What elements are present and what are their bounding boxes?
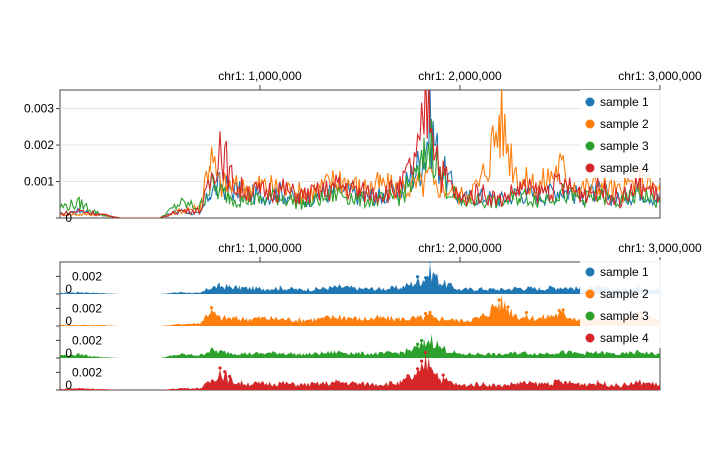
peak-marker: [432, 373, 436, 377]
peak-marker: [223, 370, 227, 374]
peak-marker: [441, 373, 445, 377]
peak-marker: [420, 359, 424, 363]
legend-label: sample 3: [600, 139, 649, 153]
legend-marker: [585, 289, 595, 299]
peak-marker: [492, 306, 496, 310]
peak-marker: [218, 366, 222, 370]
peak-marker: [416, 275, 420, 279]
track-y-tick-label: 0: [65, 282, 72, 296]
legend-box: [580, 260, 662, 348]
legend-label: sample 2: [600, 117, 649, 131]
peak-marker: [424, 276, 428, 280]
legend-marker: [585, 311, 595, 321]
legend-marker: [585, 267, 595, 277]
top-line-panel: 0 0.001 0.002 0.003 chr1: 1,000,000 chr1: 2,…: [24, 69, 702, 225]
peak-marker: [424, 311, 428, 316]
track-y-tick-label: 0: [65, 314, 72, 328]
legend-marker: [585, 119, 595, 129]
series-line-4: [60, 90, 660, 218]
peak-marker: [416, 342, 420, 346]
track-y-tick-label: 0.002: [72, 365, 102, 379]
track-area-4: [60, 353, 660, 390]
top-y-axis: 0 0.001 0.002 0.003: [24, 102, 72, 225]
peak-marker: [428, 366, 432, 371]
x-tick-label: chr1: 3,000,000: [618, 69, 702, 83]
x-tick-label: chr1: 1,000,000: [218, 241, 302, 255]
track-area-2: [60, 294, 660, 326]
legend-label: sample 1: [600, 95, 649, 109]
peak-marker: [406, 374, 410, 378]
legend-label: sample 3: [600, 309, 649, 323]
peak-marker: [428, 343, 432, 347]
peak-marker: [228, 374, 232, 379]
peak-marker: [506, 305, 510, 309]
x-tick-label: chr1: 2,000,000: [418, 69, 502, 83]
legend-label: sample 1: [600, 265, 649, 279]
top-y-tick-label: 0.001: [24, 175, 54, 189]
top-y-tick-label: 0.002: [24, 138, 54, 152]
x-tick-label: chr1: 1,000,000: [218, 69, 302, 83]
track-area-3: [60, 334, 660, 358]
track-y-tick-label: 0: [65, 346, 72, 360]
top-legend: sample 1 sample 2 sample 3 sample 4: [580, 90, 662, 178]
peak-marker: [424, 350, 428, 355]
peak-marker: [428, 262, 432, 264]
legend-label: sample 2: [600, 287, 649, 301]
top-y-tick-label: 0.003: [24, 102, 54, 116]
x-tick-label: chr1: 2,000,000: [418, 241, 502, 255]
peak-marker: [501, 308, 505, 312]
legend-label: sample 4: [600, 331, 649, 345]
track-y-tick-label: 0.002: [72, 269, 102, 283]
bottom-legend: sample 1 sample 2 sample 3 sample 4: [580, 260, 662, 348]
legend-marker: [585, 97, 595, 107]
track-y-tick-label: 0: [65, 378, 72, 392]
peak-marker: [428, 310, 432, 315]
peak-marker: [416, 367, 420, 371]
top-x-axis: chr1: 1,000,000 chr1: 2,000,000 chr1: 3,00…: [218, 69, 702, 90]
peak-marker: [561, 308, 565, 312]
legend-marker: [585, 141, 595, 151]
x-tick-label: chr1: 3,000,000: [618, 241, 702, 255]
peak-marker: [210, 306, 214, 310]
peak-marker: [497, 298, 501, 302]
track-y-tick-label: 0.002: [72, 333, 102, 347]
legend-marker: [585, 163, 595, 173]
top-y-tick-label: 0: [65, 211, 72, 225]
legend-box: [580, 90, 662, 178]
top-series-lines: [60, 90, 660, 218]
peak-marker: [557, 309, 561, 313]
peak-marker: [524, 311, 529, 315]
bottom-x-axis: chr1: 1,000,000 chr1: 2,000,000 chr1: 3,00…: [218, 241, 702, 262]
legend-label: sample 4: [600, 161, 649, 175]
peak-marker: [432, 273, 436, 277]
track-y-tick-label: 0.002: [72, 301, 102, 315]
peak-marker: [420, 338, 424, 343]
legend-marker: [585, 333, 595, 343]
